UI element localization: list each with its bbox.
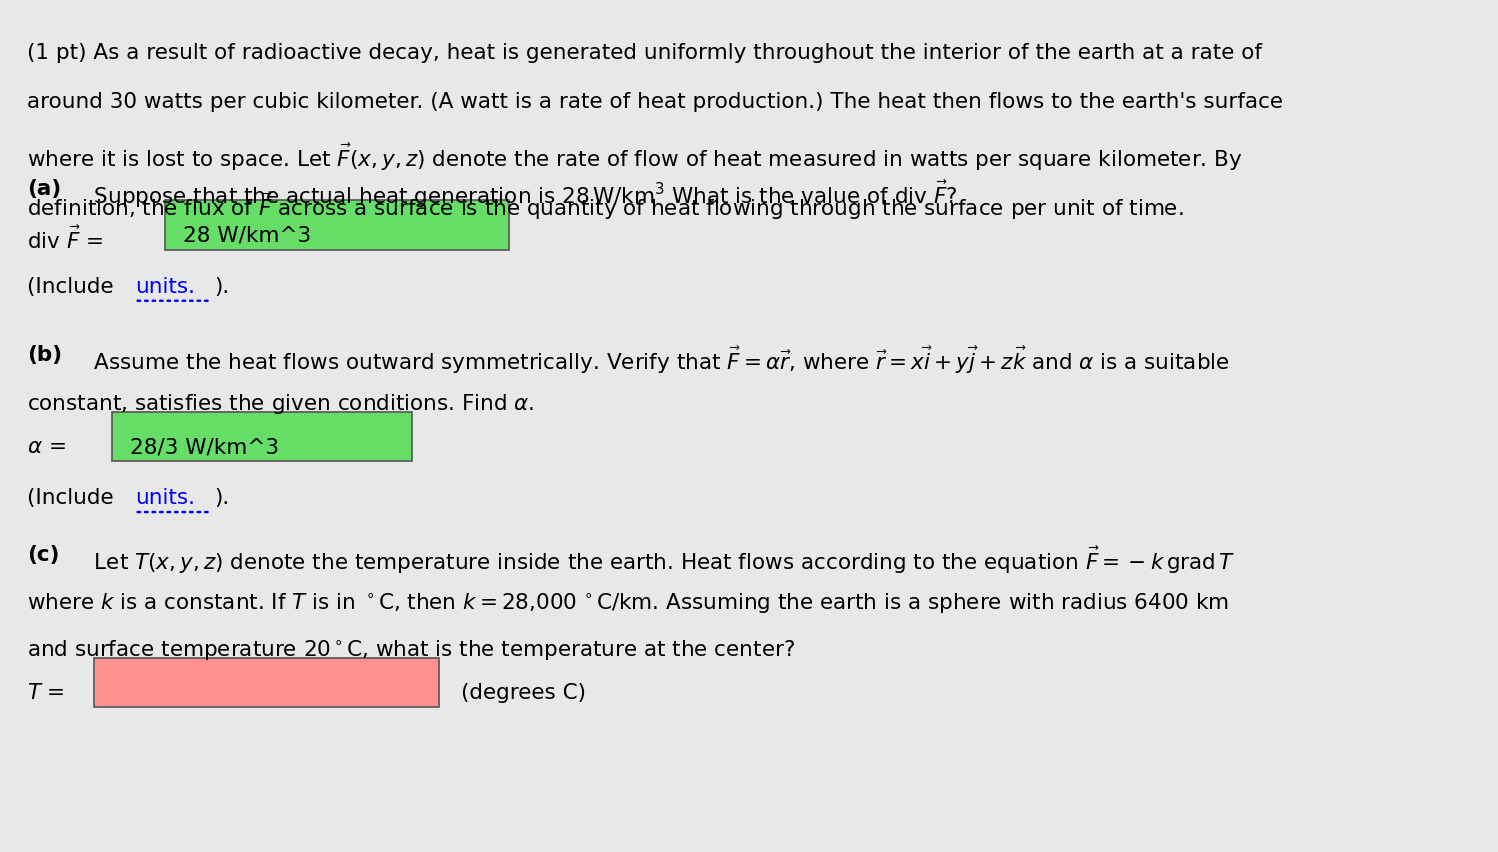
Text: ).: ).: [214, 277, 229, 296]
Text: $T$ =: $T$ =: [27, 683, 64, 703]
Text: (b): (b): [27, 345, 61, 365]
Text: 28 W/km^3: 28 W/km^3: [183, 226, 312, 245]
Text: Assume the heat flows outward symmetrically. Verify that $\vec{F} = \alpha\vec{r: Assume the heat flows outward symmetrica…: [87, 345, 1230, 376]
Text: and surface temperature $20^\circ$C, what is the temperature at the center?: and surface temperature $20^\circ$C, wha…: [27, 639, 795, 663]
Text: constant, satisfies the given conditions. Find $\alpha$.: constant, satisfies the given conditions…: [27, 392, 535, 416]
Text: where it is lost to space. Let $\vec{F}(x, y, z)$ denote the rate of flow of hea: where it is lost to space. Let $\vec{F}(…: [27, 141, 1242, 172]
Text: $\alpha$ =: $\alpha$ =: [27, 437, 66, 457]
FancyBboxPatch shape: [112, 412, 412, 461]
Text: Let $T(x, y, z)$ denote the temperature inside the earth. Heat flows according t: Let $T(x, y, z)$ denote the temperature …: [87, 545, 1236, 576]
Text: definition, the flux of $\vec{F}$ across a surface is the quantity of heat flowi: definition, the flux of $\vec{F}$ across…: [27, 191, 1183, 222]
Text: div $\vec{F}$ =: div $\vec{F}$ =: [27, 226, 103, 253]
Text: (1 pt) As a result of radioactive decay, heat is generated uniformly throughout : (1 pt) As a result of radioactive decay,…: [27, 43, 1261, 62]
Text: around 30 watts per cubic kilometer. (A watt is a rate of heat production.) The : around 30 watts per cubic kilometer. (A …: [27, 92, 1282, 112]
FancyBboxPatch shape: [165, 200, 509, 250]
Text: (a): (a): [27, 179, 61, 199]
Text: units.: units.: [135, 277, 195, 296]
Text: 28/3 W/km^3: 28/3 W/km^3: [130, 437, 279, 457]
Text: (Include: (Include: [27, 488, 120, 508]
Text: units.: units.: [135, 488, 195, 508]
Text: (c): (c): [27, 545, 60, 565]
Text: ).: ).: [214, 488, 229, 508]
Text: Suppose that the actual heat generation is $28\,\mathrm{W/km}^3$ What is the val: Suppose that the actual heat generation …: [87, 179, 957, 210]
Text: where $k$ is a constant. If $T$ is in $^\circ$C, then $k = 28{,}000\,^\circ$C/km: where $k$ is a constant. If $T$ is in $^…: [27, 592, 1228, 616]
FancyBboxPatch shape: [94, 658, 439, 707]
Text: (Include: (Include: [27, 277, 120, 296]
Text: (degrees C): (degrees C): [461, 683, 586, 703]
